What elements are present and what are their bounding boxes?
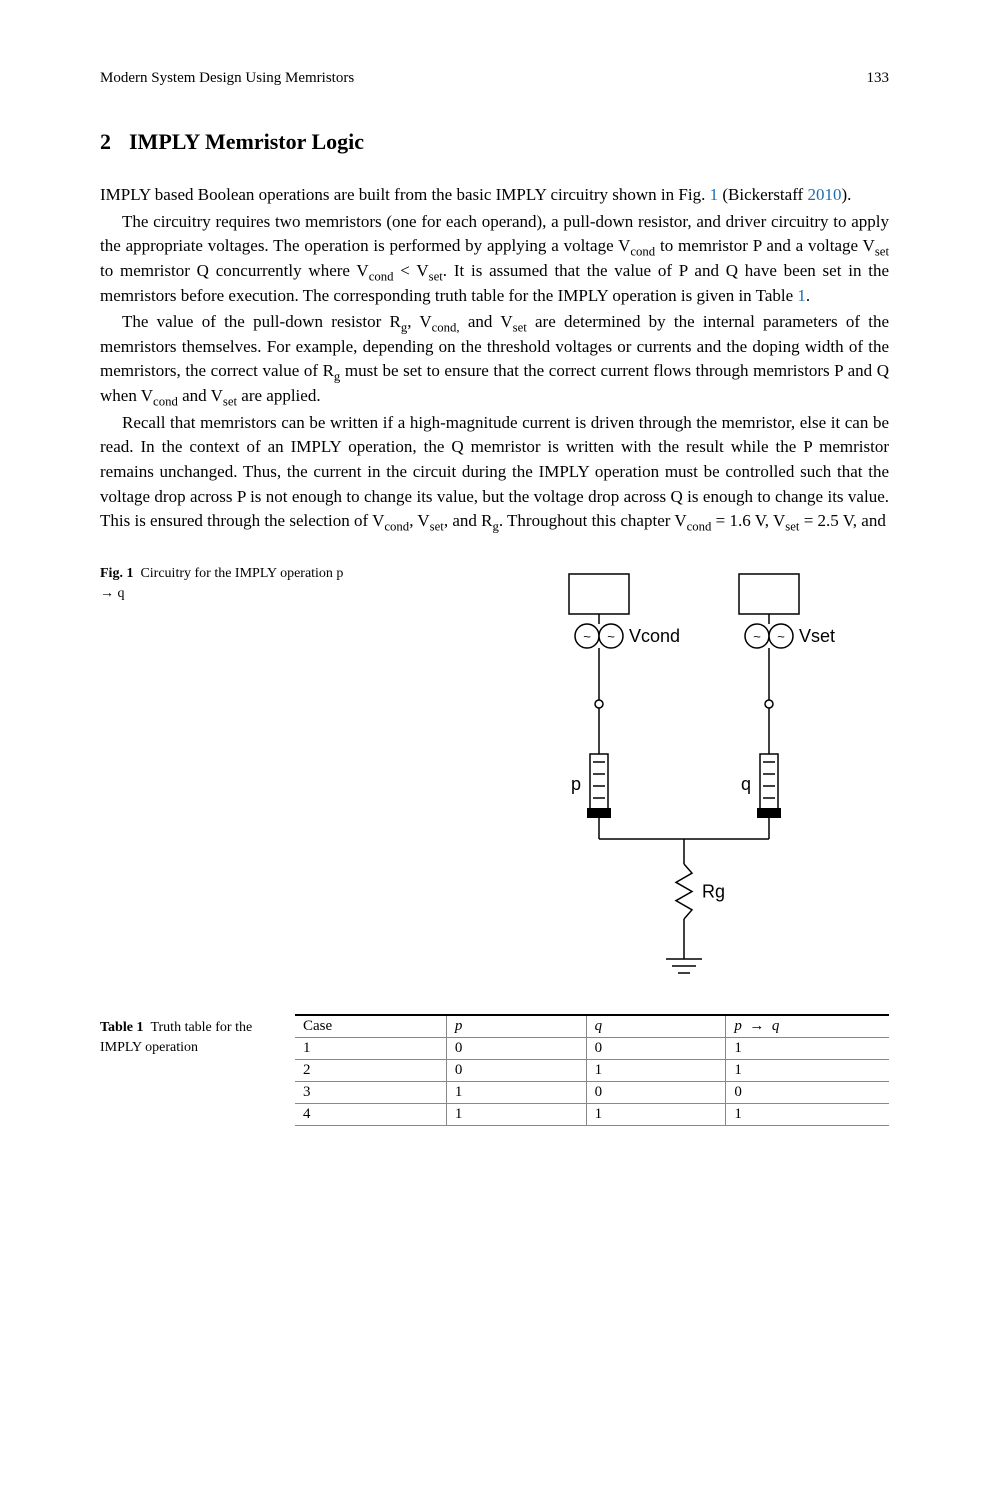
table-header-cell: q [586,1015,726,1038]
body-text: IMPLY based Boolean operations are built… [100,183,889,534]
svg-text:~: ~ [777,629,785,644]
table-cell: 4 [295,1103,446,1125]
figure-caption-text: Circuitry for the IMPLY operation p → q [100,566,343,601]
table-header-cell: p [446,1015,586,1038]
table-cell: 1 [446,1103,586,1125]
table-cell: 0 [586,1081,726,1103]
table-cell: 0 [446,1037,586,1059]
table-ref-link[interactable]: 1 [797,286,806,305]
paragraph-3: The value of the pull-down resistor Rg, … [100,310,889,409]
svg-text:~: ~ [583,629,591,644]
table-row: 2011 [295,1059,889,1081]
table-cell: 0 [586,1037,726,1059]
table-1: Table 1 Truth table for the IMPLY operat… [100,1014,889,1126]
table-row: 4111 [295,1103,889,1125]
table-cell: 1 [295,1037,446,1059]
table-cell: 1 [726,1059,889,1081]
figure-caption: Fig. 1 Circuitry for the IMPLY operation… [100,564,350,603]
svg-text:Rg: Rg [702,881,725,901]
citation-link[interactable]: 2010 [807,185,841,204]
svg-text:~: ~ [753,629,761,644]
svg-text:p: p [571,774,581,794]
svg-text:~: ~ [607,629,615,644]
table-cell: 3 [295,1081,446,1103]
running-header: Modern System Design Using Memristors 13… [100,70,889,87]
table-cell: 0 [446,1059,586,1081]
table-row: 1001 [295,1037,889,1059]
table-caption: Table 1 Truth table for the IMPLY operat… [100,1014,295,1057]
figure-1: Fig. 1 Circuitry for the IMPLY operation… [100,564,889,984]
running-title: Modern System Design Using Memristors [100,70,354,87]
table-row: 3100 [295,1081,889,1103]
svg-text:q: q [741,774,751,794]
circuit-diagram: ~ ~ Vcond p ~ ~ Vset q Rg [350,564,889,984]
section-number: 2 [100,129,111,154]
paragraph-1: IMPLY based Boolean operations are built… [100,183,889,208]
svg-text:Vset: Vset [799,626,835,646]
section-title: IMPLY Memristor Logic [129,129,364,154]
table-cell: 2 [295,1059,446,1081]
section-heading: 2 IMPLY Memristor Logic [100,129,889,155]
paragraph-4: Recall that memristors can be written if… [100,411,889,534]
table-header-cell: p → q [726,1015,889,1038]
table-cell: 1 [586,1059,726,1081]
table-header-cell: Case [295,1015,446,1038]
table-cell: 1 [726,1103,889,1125]
paragraph-2: The circuitry requires two memristors (o… [100,210,889,309]
table-cell: 1 [726,1037,889,1059]
fig-ref-link[interactable]: 1 [710,185,719,204]
page-number: 133 [867,70,890,87]
table-cell: 0 [726,1081,889,1103]
table-cell: 1 [586,1103,726,1125]
truth-table: Casepqp → q 1001201131004111 [295,1014,889,1126]
svg-text:Vcond: Vcond [629,626,680,646]
table-label: Table 1 [100,1020,143,1035]
table-cell: 1 [446,1081,586,1103]
figure-label: Fig. 1 [100,566,133,581]
